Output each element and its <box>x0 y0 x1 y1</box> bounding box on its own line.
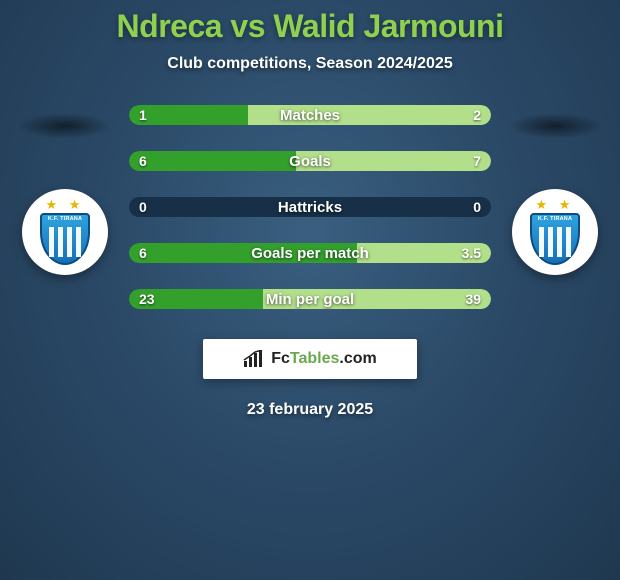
chart-icon <box>243 350 265 368</box>
right-club-badge: ★ ★ K.F. TIRANA <box>512 189 598 275</box>
right-player-col: ★ ★ K.F. TIRANA <box>505 105 605 275</box>
badge-label: K.F. TIRANA <box>40 216 90 222</box>
date-text: 23 february 2025 <box>0 401 620 419</box>
stat-label: Goals per match <box>129 245 491 262</box>
player-silhouette-left <box>17 113 113 139</box>
page-title: Ndreca vs Walid Jarmouni <box>0 8 620 45</box>
stat-row: 2339Min per goal <box>129 289 491 309</box>
stats-panel: 12Matches 67Goals 00Hattricks 63.5Goals per… <box>129 105 491 309</box>
left-player-col: ★ ★ K.F. TIRANA <box>15 105 115 275</box>
attribution-text: FcTables.com <box>271 350 377 368</box>
stat-label: Hattricks <box>129 199 491 216</box>
badge-stripes <box>535 227 575 257</box>
badge-label: K.F. TIRANA <box>530 216 580 222</box>
star-icon: ★ ★ <box>522 197 588 213</box>
left-club-badge: ★ ★ K.F. TIRANA <box>22 189 108 275</box>
attribution-badge: FcTables.com <box>203 339 417 379</box>
subtitle: Club competitions, Season 2024/2025 <box>0 55 620 73</box>
stat-label: Min per goal <box>129 291 491 308</box>
stat-row: 00Hattricks <box>129 197 491 217</box>
player-silhouette-right <box>507 113 603 139</box>
badge-stripes <box>45 227 85 257</box>
stat-label: Goals <box>129 153 491 170</box>
stat-row: 67Goals <box>129 151 491 171</box>
stat-label: Matches <box>129 107 491 124</box>
stat-row: 63.5Goals per match <box>129 243 491 263</box>
stat-row: 12Matches <box>129 105 491 125</box>
star-icon: ★ ★ <box>32 197 98 213</box>
